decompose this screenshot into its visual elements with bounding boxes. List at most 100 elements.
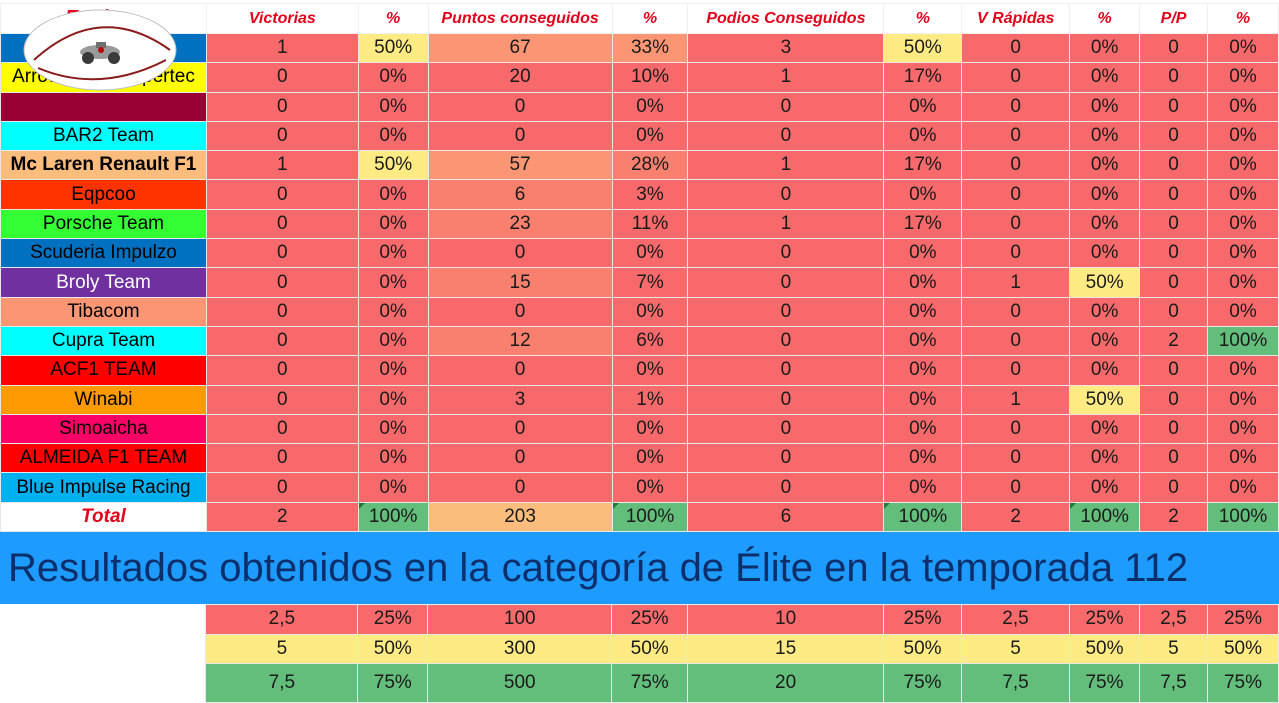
team-row: Scuderia Impulzo 0 0% 0 0% 0 0% 0 0% 0 0% <box>0 238 1279 269</box>
cell-puntos-conseguidos: 0 <box>427 355 613 386</box>
threshold-cell: 50% <box>1206 633 1279 664</box>
cell-victorias: 0 <box>205 179 359 210</box>
threshold-cell: 500 <box>427 663 613 703</box>
cell-podios-conseguidos: 0 <box>687 267 885 298</box>
cell-%: 0% <box>357 208 429 240</box>
cell-%: 0% <box>611 91 689 122</box>
header-col-1: Victorias <box>205 3 359 34</box>
cell-v-r-pidas: 0 <box>961 413 1071 445</box>
banner-title: Resultados obtenidos en la categoría de … <box>8 546 1189 590</box>
cell-%: 0% <box>1069 296 1141 327</box>
cell-v-r-pidas: 0 <box>961 355 1071 386</box>
threshold-cell: 5 <box>1138 633 1208 664</box>
cell-%: 0% <box>357 413 429 445</box>
header-col-8: % <box>1069 3 1141 34</box>
cell-victorias: 0 <box>205 208 359 240</box>
cell-%: 0% <box>1206 443 1279 474</box>
threshold-cell: 25% <box>611 604 689 635</box>
results-table: EquipoVictorias%Puntos conseguidos%Podio… <box>0 3 1279 533</box>
thresholds-table: 2,5 25% 100 25% 10 25% 2,5 25% 2,5 25% 5 50% 300 50% 1… <box>0 604 1279 703</box>
cell-v-r-pidas: 0 <box>961 238 1071 269</box>
cell-%: 0% <box>1069 120 1141 152</box>
team-name: Broly Team <box>0 267 207 298</box>
cell-%: 0% <box>883 296 963 327</box>
team-row: 0 0% 0 0% 0 0% 0 0% 0 0% <box>0 91 1279 122</box>
cell-%: 0% <box>611 238 689 269</box>
cell-victorias: 0 <box>205 472 359 503</box>
cell-v-r-pidas: 1 <box>961 384 1071 415</box>
cell-v-r-pidas: 0 <box>961 62 1071 93</box>
total-cell: 2 <box>961 501 1071 533</box>
cell-victorias: 1 <box>205 32 359 64</box>
cell-%: 0% <box>883 413 963 445</box>
threshold-row: 7,5 75% 500 75% 20 75% 7,5 75% 7,5 75% <box>0 663 1279 703</box>
team-name: ALMEIDA F1 TEAM <box>0 443 207 474</box>
cell-%: 0% <box>357 384 429 415</box>
cell-%: 0% <box>1206 472 1279 503</box>
cell-%: 0% <box>1069 91 1141 122</box>
total-cell: 100% <box>357 501 429 533</box>
cell-%: 0% <box>1206 355 1279 386</box>
cell-p-p: 0 <box>1139 267 1208 298</box>
header-col-7: V Rápidas <box>961 3 1071 34</box>
cell-puntos-conseguidos: 0 <box>427 120 613 152</box>
cell-victorias: 0 <box>205 62 359 93</box>
cell-v-r-pidas: 0 <box>961 32 1071 64</box>
cell-%: 0% <box>1206 208 1279 240</box>
cell-v-r-pidas: 0 <box>961 208 1071 240</box>
cell-puntos-conseguidos: 67 <box>427 32 613 64</box>
cell-puntos-conseguidos: 57 <box>427 150 613 181</box>
cell-podios-conseguidos: 0 <box>687 443 885 474</box>
threshold-cell: 50% <box>611 633 689 664</box>
cell-v-r-pidas: 0 <box>961 150 1071 181</box>
cell-%: 0% <box>611 296 689 327</box>
cell-podios-conseguidos: 0 <box>687 91 885 122</box>
cell-%: 0% <box>883 472 963 503</box>
cell-%: 0% <box>1206 267 1279 298</box>
cell-podios-conseguidos: 0 <box>687 179 885 210</box>
cell-puntos-conseguidos: 6 <box>427 179 613 210</box>
total-cell: 2 <box>205 501 359 533</box>
header-col-10: % <box>1206 3 1279 34</box>
total-cell: 203 <box>427 501 613 533</box>
threshold-cell: 7,5 <box>961 663 1070 703</box>
cell-puntos-conseguidos: 15 <box>427 267 613 298</box>
cell-podios-conseguidos: 0 <box>687 325 885 357</box>
cell-p-p: 0 <box>1139 150 1208 181</box>
header-col-4: % <box>611 3 689 34</box>
team-row: Mc Laren Renault F1 1 50% 57 28% 1 17% 0 0% 0 0% <box>0 150 1279 181</box>
cell-v-r-pidas: 0 <box>961 443 1071 474</box>
cell-%: 7% <box>611 267 689 298</box>
cell-%: 0% <box>357 91 429 122</box>
cell-%: 0% <box>1069 325 1141 357</box>
cell-p-p: 0 <box>1139 413 1208 445</box>
threshold-cell: 5 <box>205 633 359 664</box>
cell-%: 0% <box>883 325 963 357</box>
team-name: Cupra Team <box>0 325 207 357</box>
cell-p-p: 0 <box>1139 32 1208 64</box>
cell-%: 0% <box>1206 120 1279 152</box>
cell-p-p: 0 <box>1139 384 1208 415</box>
cell-%: 0% <box>611 355 689 386</box>
threshold-cell: 75% <box>357 663 429 703</box>
cell-puntos-conseguidos: 0 <box>427 443 613 474</box>
threshold-cell: 2,5 <box>205 604 359 635</box>
header-col-6: % <box>883 3 963 34</box>
team-name: Mc Laren Renault F1 <box>0 150 207 181</box>
cell-%: 0% <box>883 443 963 474</box>
cell-%: 0% <box>357 120 429 152</box>
cell-victorias: 0 <box>205 238 359 269</box>
threshold-cell: 10 <box>687 604 885 635</box>
cell-podios-conseguidos: 1 <box>687 150 885 181</box>
cell-%: 50% <box>1069 267 1141 298</box>
cell-p-p: 0 <box>1139 443 1208 474</box>
cell-%: 0% <box>1206 179 1279 210</box>
cell-%: 0% <box>611 413 689 445</box>
team-row: Porsche Team 0 0% 23 11% 1 17% 0 0% 0 0% <box>0 208 1279 240</box>
cell-v-r-pidas: 0 <box>961 120 1071 152</box>
team-name: BAR2 Team <box>0 120 207 152</box>
cell-podios-conseguidos: 1 <box>687 208 885 240</box>
cell-victorias: 0 <box>205 413 359 445</box>
cell-podios-conseguidos: 1 <box>687 62 885 93</box>
